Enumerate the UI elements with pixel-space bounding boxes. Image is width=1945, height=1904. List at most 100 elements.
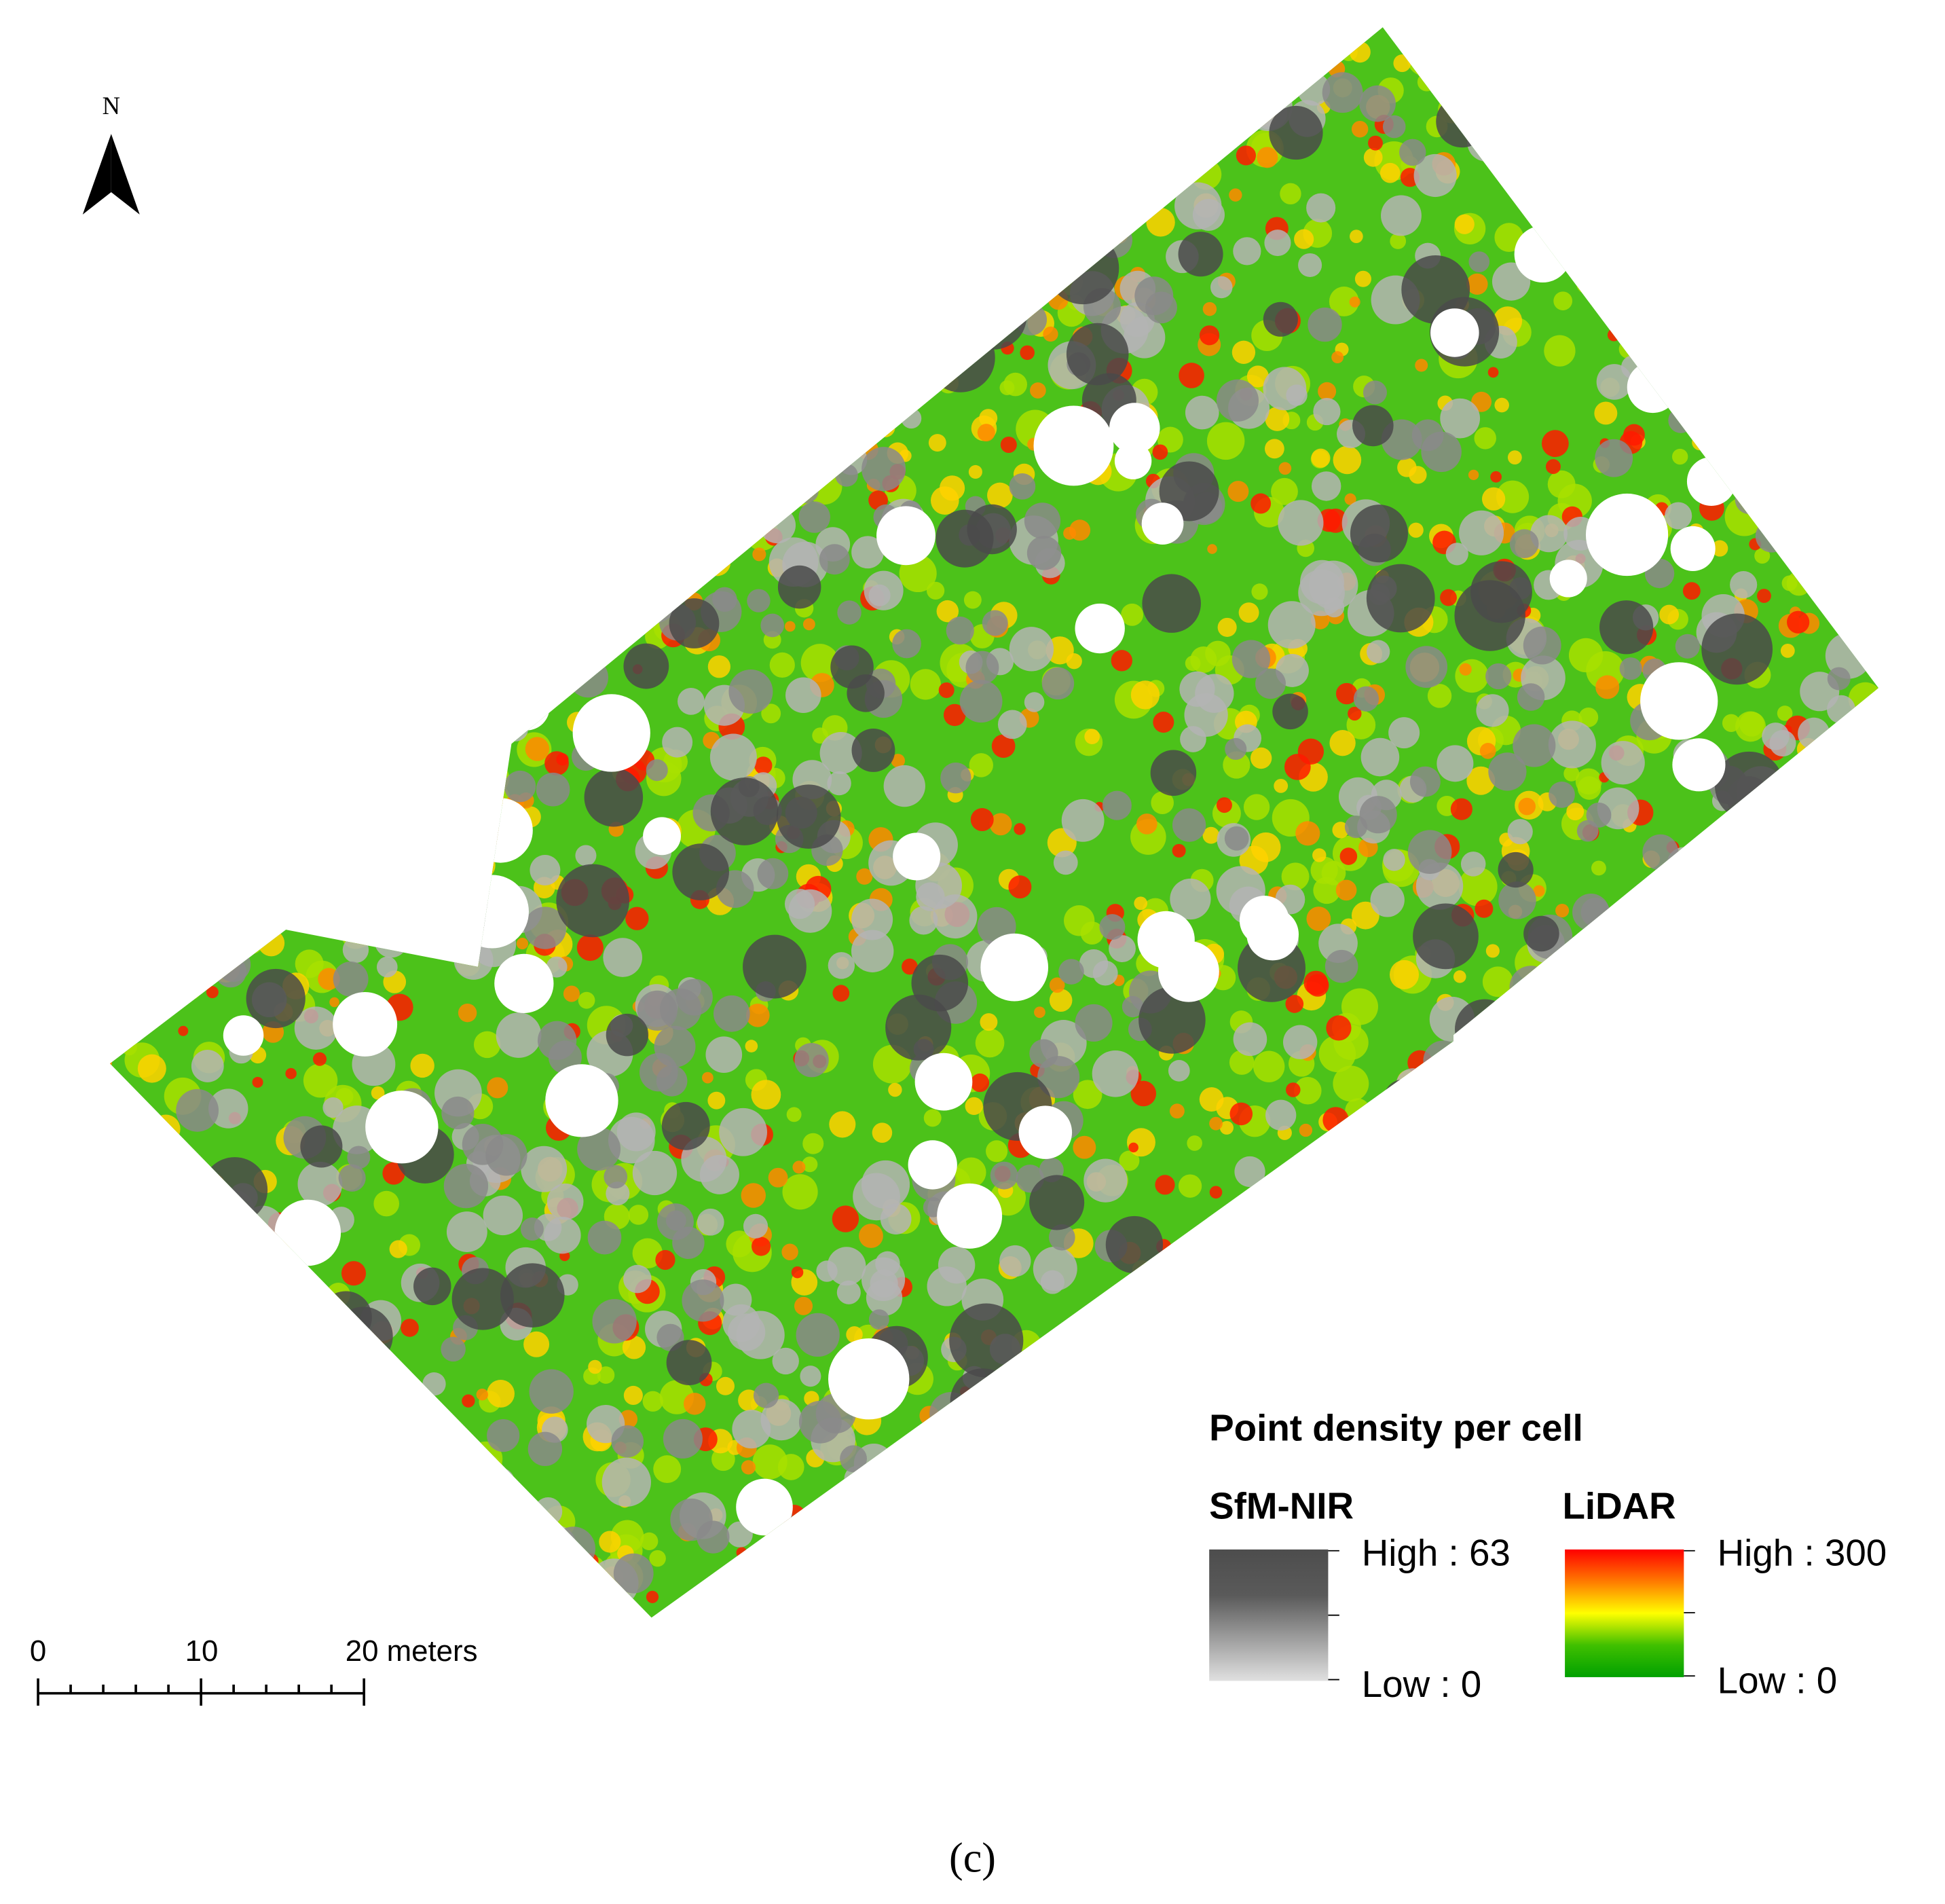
density-patch xyxy=(1642,834,1679,871)
density-patch xyxy=(743,934,807,999)
density-patch xyxy=(1792,1054,1815,1076)
density-patch xyxy=(1762,722,1790,750)
density-patch xyxy=(544,1216,581,1254)
density-patch xyxy=(1790,1089,1814,1114)
density-patch xyxy=(473,71,516,114)
density-patch xyxy=(1067,1459,1101,1494)
density-patch xyxy=(862,447,906,492)
density-patch xyxy=(1806,790,1831,816)
density-patch xyxy=(536,772,570,807)
density-patch xyxy=(1082,1552,1109,1579)
density-patch xyxy=(1709,991,1725,1008)
density-patch xyxy=(1587,999,1631,1042)
density-patch xyxy=(109,573,132,615)
density-patch xyxy=(1022,128,1067,173)
density-patch xyxy=(613,1553,654,1594)
density-patch xyxy=(1075,603,1125,654)
density-patch xyxy=(220,738,257,775)
density-patch xyxy=(894,235,938,279)
density-patch xyxy=(1623,240,1646,264)
density-patch xyxy=(163,1228,184,1248)
density-patch xyxy=(1065,1363,1083,1382)
density-patch xyxy=(1135,155,1168,188)
density-patch xyxy=(170,583,200,613)
density-patch xyxy=(1798,1468,1818,1487)
density-patch xyxy=(347,1146,371,1169)
density-patch xyxy=(649,354,686,391)
density-patch xyxy=(489,535,538,584)
density-patch xyxy=(362,208,379,226)
density-patch xyxy=(1820,1012,1870,1063)
density-patch xyxy=(109,37,151,81)
density-patch xyxy=(1214,1281,1234,1301)
density-patch xyxy=(1329,730,1356,756)
density-patch xyxy=(1682,225,1714,255)
density-patch xyxy=(786,364,821,399)
density-patch xyxy=(484,447,522,486)
density-patch xyxy=(515,667,555,706)
density-patch xyxy=(415,356,432,373)
density-patch xyxy=(625,907,649,930)
density-patch xyxy=(1623,1251,1643,1271)
density-patch xyxy=(247,107,264,124)
density-patch xyxy=(1435,1468,1458,1491)
density-patch xyxy=(1216,379,1259,422)
density-patch xyxy=(1348,1279,1375,1304)
density-patch xyxy=(794,1296,813,1315)
density-patch xyxy=(109,403,148,442)
density-patch xyxy=(198,1219,219,1239)
density-patch xyxy=(1619,657,1642,680)
density-patch xyxy=(144,65,183,104)
density-patch xyxy=(1371,1144,1393,1167)
density-patch xyxy=(1223,106,1257,139)
density-patch xyxy=(302,708,335,742)
density-patch xyxy=(667,390,709,431)
density-patch xyxy=(855,308,872,325)
density-patch xyxy=(1450,798,1472,820)
density-patch xyxy=(1730,571,1758,599)
density-patch xyxy=(1009,473,1036,500)
density-patch xyxy=(1350,505,1408,563)
density-patch xyxy=(933,894,978,939)
density-patch xyxy=(173,298,209,334)
density-patch xyxy=(748,1556,766,1575)
density-patch xyxy=(1576,820,1599,842)
density-patch xyxy=(1024,1470,1062,1508)
density-patch xyxy=(1485,663,1512,690)
density-patch xyxy=(1411,419,1444,452)
density-patch xyxy=(908,1140,957,1190)
density-patch xyxy=(1470,41,1492,62)
density-patch xyxy=(434,895,464,925)
density-patch xyxy=(1024,502,1061,539)
density-patch xyxy=(1243,794,1270,820)
density-patch xyxy=(109,42,118,62)
density-patch xyxy=(1601,741,1645,785)
density-patch xyxy=(1862,1019,1878,1046)
density-patch xyxy=(109,1375,119,1389)
density-patch xyxy=(661,560,686,585)
density-patch xyxy=(1832,1148,1878,1198)
density-patch xyxy=(1016,1495,1037,1517)
density-patch xyxy=(1102,790,1132,820)
density-patch xyxy=(1014,823,1026,835)
density-patch xyxy=(1618,340,1638,359)
density-patch xyxy=(875,42,914,81)
density-patch xyxy=(832,1515,863,1546)
density-patch xyxy=(1096,1396,1122,1422)
density-patch xyxy=(113,439,137,464)
density-patch xyxy=(1229,1225,1253,1249)
density-patch xyxy=(202,1512,217,1527)
density-patch xyxy=(1808,497,1832,521)
density-patch xyxy=(1771,269,1787,285)
density-patch xyxy=(1419,1133,1443,1157)
density-patch xyxy=(446,1211,487,1252)
density-patch xyxy=(502,1535,539,1573)
density-patch xyxy=(223,343,244,364)
density-patch xyxy=(912,60,944,93)
density-patch xyxy=(756,112,817,174)
density-patch xyxy=(1033,1246,1077,1291)
density-patch xyxy=(969,753,993,777)
density-patch xyxy=(1325,949,1358,983)
density-patch xyxy=(1481,81,1504,105)
density-patch xyxy=(790,183,816,209)
